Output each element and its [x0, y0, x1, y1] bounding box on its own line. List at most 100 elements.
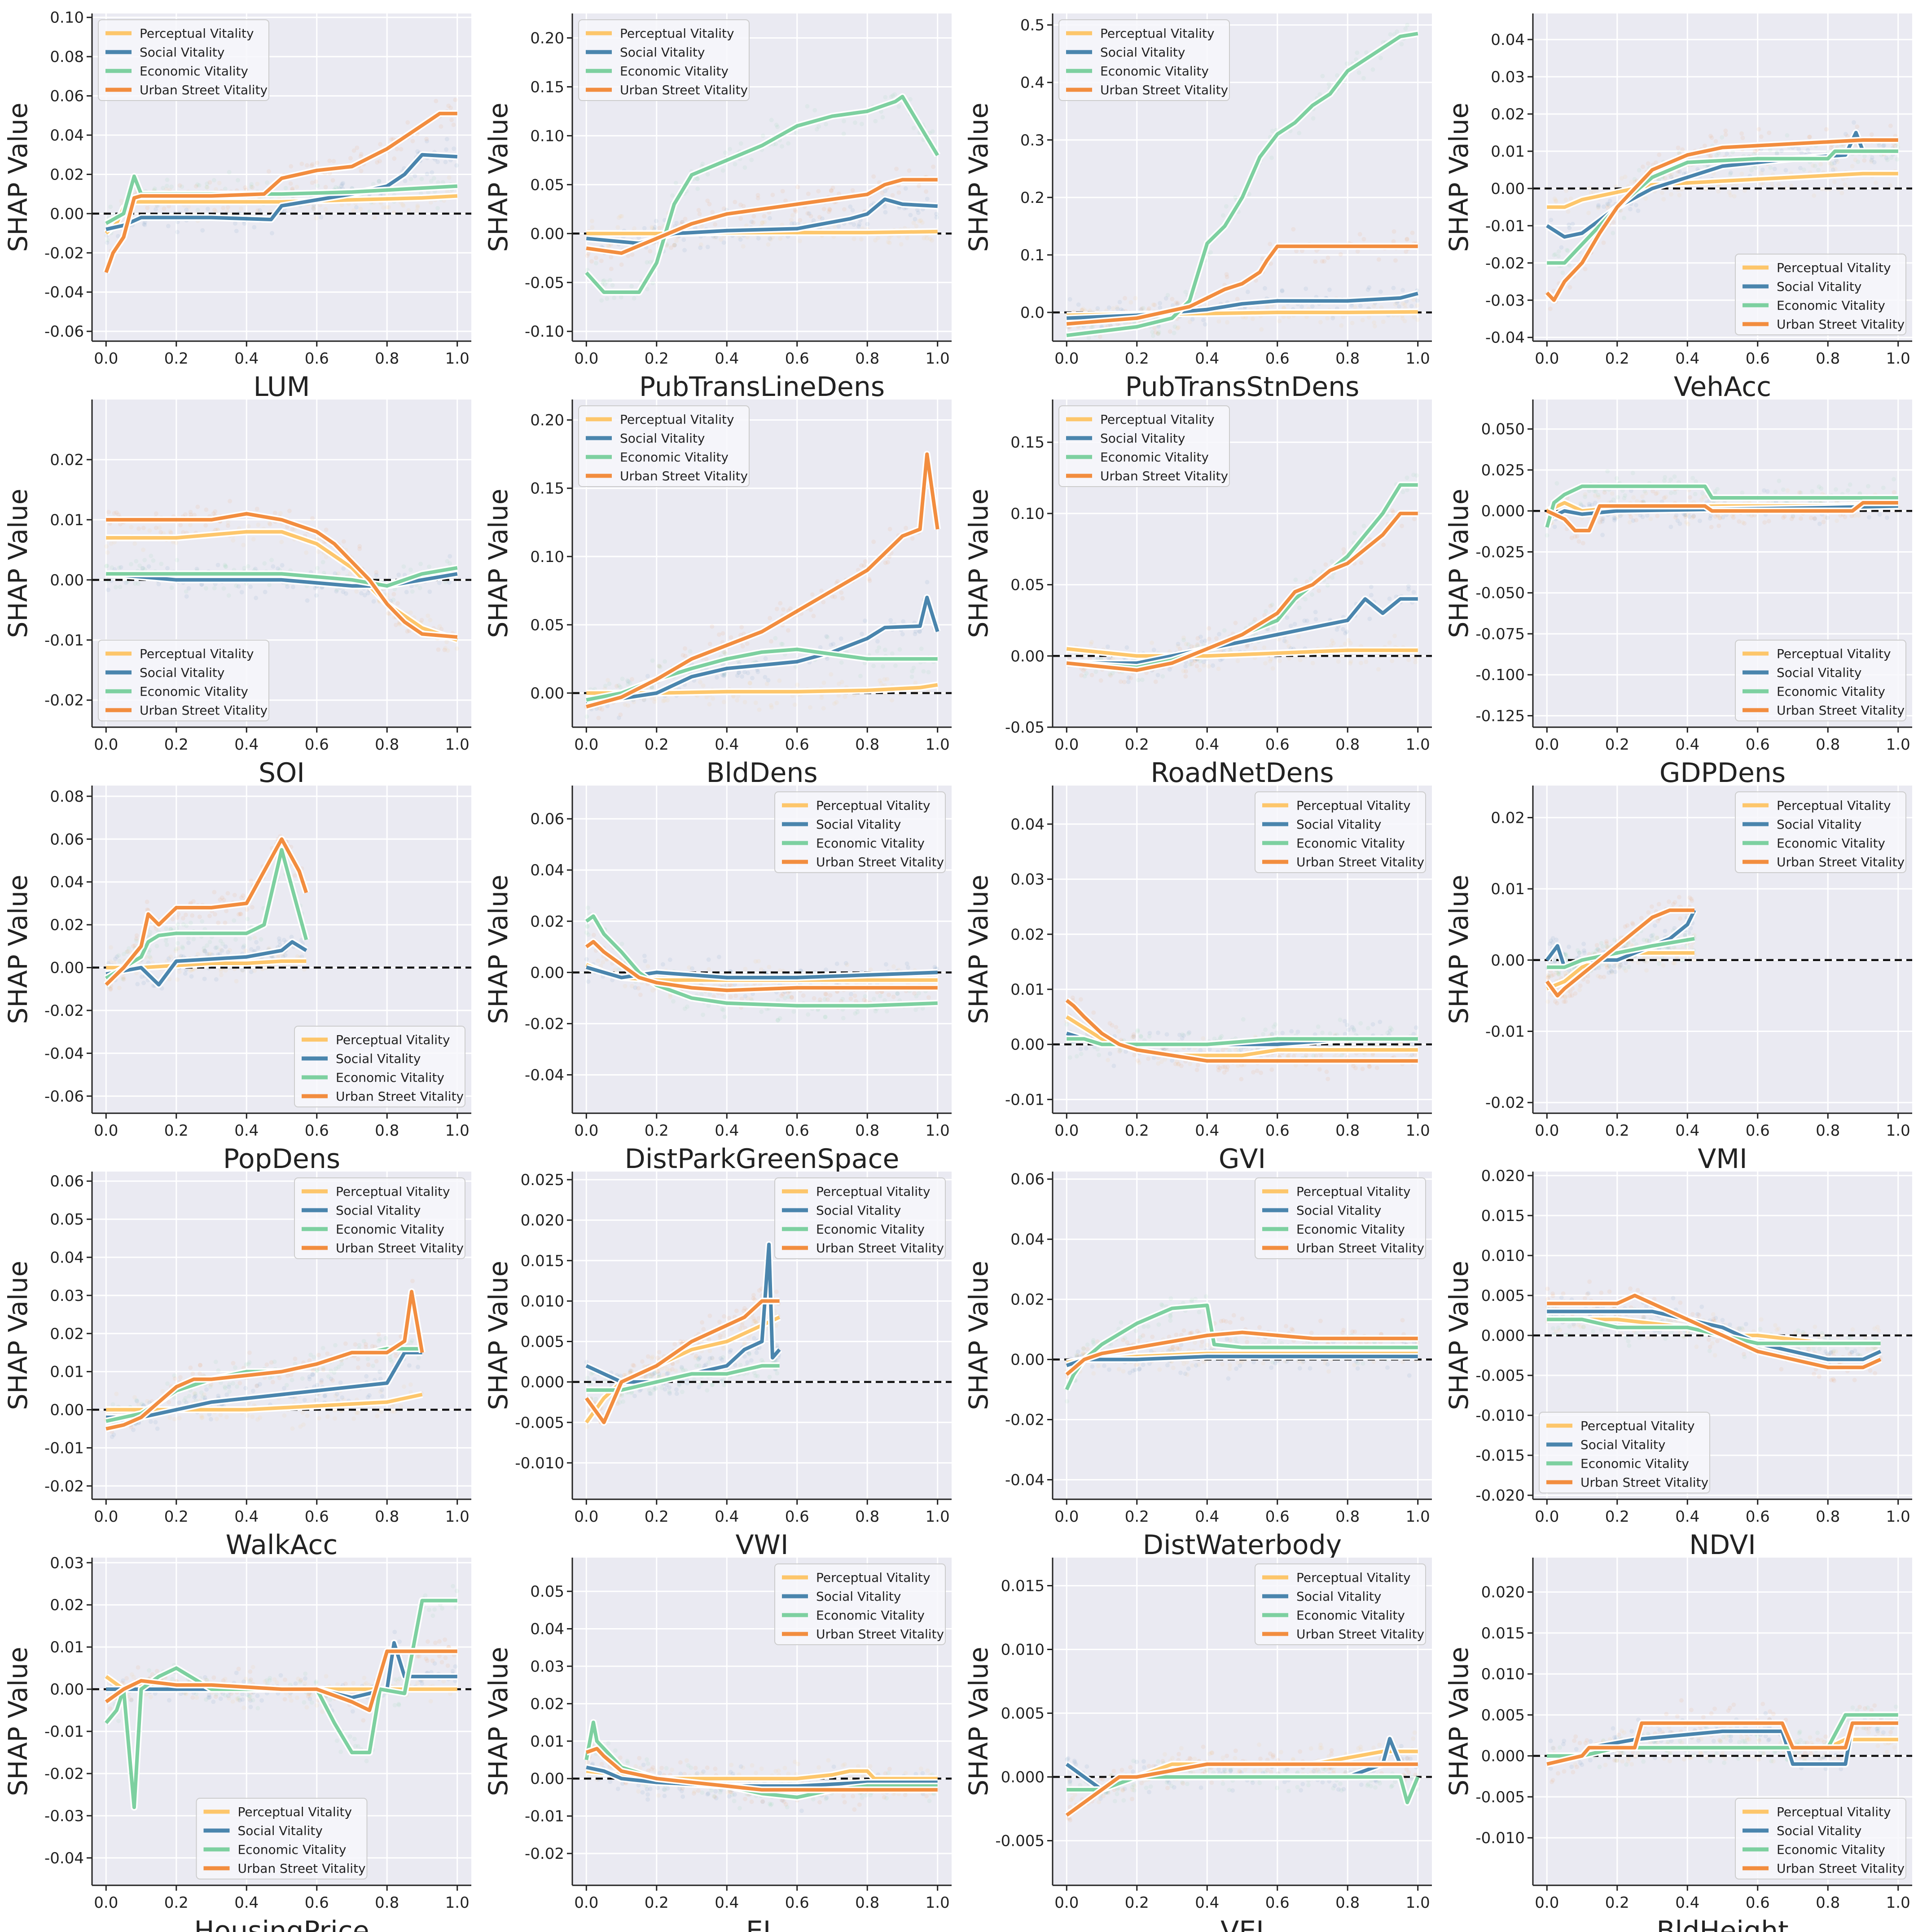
scatter-point — [1817, 484, 1822, 489]
scatter-point — [626, 703, 631, 708]
scatter-point — [180, 946, 185, 951]
scatter-point — [584, 714, 589, 719]
legend-label: Perceptual Vitality — [140, 646, 254, 661]
scatter-point — [882, 204, 887, 209]
scatter-point — [1566, 209, 1571, 214]
legend-label: Perceptual Vitality — [1777, 646, 1891, 661]
scatter-point — [1613, 516, 1618, 521]
scatter-point — [1591, 189, 1596, 194]
scatter-point — [1110, 671, 1115, 676]
scatter-point — [1835, 159, 1840, 164]
scatter-point — [334, 589, 339, 594]
scatter-point — [214, 187, 219, 192]
scatter-point — [1280, 288, 1285, 293]
scatter-point — [838, 636, 843, 641]
scatter-point — [105, 563, 110, 568]
scatter-point — [1749, 513, 1754, 518]
scatter-point — [913, 632, 917, 637]
scatter-point — [1640, 514, 1645, 519]
scatter-point — [1089, 672, 1094, 677]
scatter-point — [683, 646, 687, 651]
x-tick-label: 0.6 — [305, 736, 329, 754]
scatter-point — [885, 560, 890, 565]
x-tick-label: 0.2 — [1125, 736, 1149, 754]
scatter-point — [247, 936, 252, 941]
series-line-perceptual-vitality — [1066, 647, 1418, 658]
scatter-point — [1594, 188, 1599, 193]
scatter-point — [439, 124, 443, 129]
y-tick-label: 0.06 — [50, 830, 84, 848]
scatter-point — [236, 912, 241, 917]
scatter-point — [683, 216, 688, 221]
scatter-point — [256, 523, 261, 527]
scatter-point — [642, 953, 647, 958]
scatter-point — [680, 653, 685, 658]
scatter-point — [606, 243, 611, 248]
legend-label: Social Vitality — [1100, 431, 1185, 446]
scatter-point — [1263, 661, 1268, 666]
y-tick-label: 0.2 — [1020, 189, 1045, 207]
scatter-point — [142, 558, 147, 562]
legend-box — [1735, 640, 1906, 721]
scatter-point — [204, 185, 209, 189]
scatter-point — [283, 186, 288, 190]
scatter-point — [1247, 192, 1251, 197]
scatter-point — [199, 582, 204, 587]
scatter-point — [605, 279, 609, 284]
scatter-point — [739, 997, 744, 1001]
scatter-point — [239, 206, 244, 211]
scatter-point — [790, 995, 795, 1000]
scatter-point — [760, 220, 765, 225]
scatter-point — [1366, 315, 1371, 320]
scatter-point — [1277, 659, 1282, 663]
scatter-point — [1808, 134, 1812, 139]
scatter-point — [724, 983, 729, 988]
y-tick-label: 0.00 — [530, 685, 564, 703]
scatter-point — [194, 566, 199, 571]
scatter-point — [1387, 596, 1392, 601]
scatter-point — [768, 216, 772, 221]
y-tick-label: 0.4 — [1020, 74, 1045, 92]
scatter-point — [1619, 176, 1624, 180]
scatter-point — [662, 698, 667, 703]
scatter-point — [1304, 286, 1308, 291]
scatter-point — [1153, 679, 1158, 684]
scatter-point — [710, 210, 715, 215]
y-axis-label: SHAP Value — [483, 489, 514, 638]
scatter-point — [852, 237, 856, 242]
legend-label: Urban Street Vitality — [620, 469, 748, 483]
x-tick-label: 0.2 — [164, 736, 189, 754]
scatter-point — [1175, 300, 1180, 305]
scatter-point — [890, 698, 894, 703]
scatter-point — [836, 224, 841, 229]
scatter-point — [1756, 127, 1761, 132]
scatter-point — [1835, 518, 1839, 523]
scatter-point — [768, 236, 773, 241]
scatter-point — [1378, 56, 1383, 61]
scatter-point — [1739, 171, 1744, 176]
plot-content — [572, 451, 952, 720]
scatter-point — [219, 895, 224, 900]
scatter-point — [1789, 184, 1794, 188]
scatter-point — [446, 103, 451, 108]
scatter-point — [184, 923, 189, 928]
scatter-point — [619, 941, 624, 946]
scatter-point — [372, 215, 377, 220]
scatter-point — [633, 985, 638, 990]
scatter-point — [1195, 636, 1200, 641]
scatter-point — [768, 616, 773, 621]
y-tick-label: -0.06 — [44, 1088, 84, 1106]
scatter-point — [806, 1012, 811, 1017]
scatter-point — [914, 994, 919, 999]
scatter-point — [699, 242, 703, 247]
scatter-point — [1176, 641, 1181, 646]
scatter-point — [112, 511, 117, 516]
scatter-point — [919, 646, 924, 651]
x-tick-label: 0.0 — [574, 350, 598, 368]
scatter-point — [141, 526, 146, 531]
scatter-point — [648, 249, 653, 254]
scatter-point — [233, 937, 238, 942]
x-tick-label: 0.0 — [1054, 350, 1079, 368]
scatter-point — [695, 176, 700, 181]
scatter-point — [406, 208, 411, 213]
